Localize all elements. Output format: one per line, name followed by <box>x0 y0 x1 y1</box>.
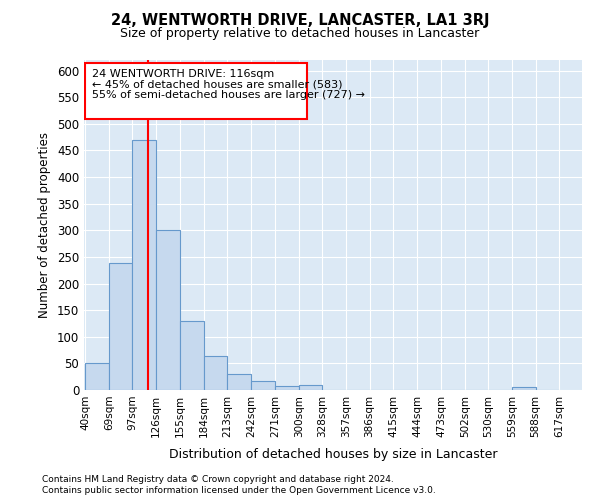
Text: ← 45% of detached houses are smaller (583): ← 45% of detached houses are smaller (58… <box>92 80 342 90</box>
Bar <box>203 356 227 390</box>
Text: 55% of semi-detached houses are larger (727) →: 55% of semi-detached houses are larger (… <box>92 90 365 101</box>
Bar <box>109 264 132 390</box>
Bar <box>179 321 203 390</box>
Bar <box>512 388 536 390</box>
Bar <box>85 62 307 118</box>
X-axis label: Distribution of detached houses by size in Lancaster: Distribution of detached houses by size … <box>169 448 497 461</box>
Y-axis label: Number of detached properties: Number of detached properties <box>38 132 52 318</box>
Text: Size of property relative to detached houses in Lancaster: Size of property relative to detached ho… <box>121 28 479 40</box>
Bar <box>251 381 275 390</box>
Bar <box>227 374 251 390</box>
Text: 24 WENTWORTH DRIVE: 116sqm: 24 WENTWORTH DRIVE: 116sqm <box>92 69 274 79</box>
Bar <box>156 230 179 390</box>
Bar <box>299 384 322 390</box>
Bar <box>275 386 299 390</box>
Bar <box>132 140 156 390</box>
Bar <box>85 364 109 390</box>
Text: Contains HM Land Registry data © Crown copyright and database right 2024.: Contains HM Land Registry data © Crown c… <box>42 475 394 484</box>
Text: 24, WENTWORTH DRIVE, LANCASTER, LA1 3RJ: 24, WENTWORTH DRIVE, LANCASTER, LA1 3RJ <box>111 12 489 28</box>
Text: Contains public sector information licensed under the Open Government Licence v3: Contains public sector information licen… <box>42 486 436 495</box>
